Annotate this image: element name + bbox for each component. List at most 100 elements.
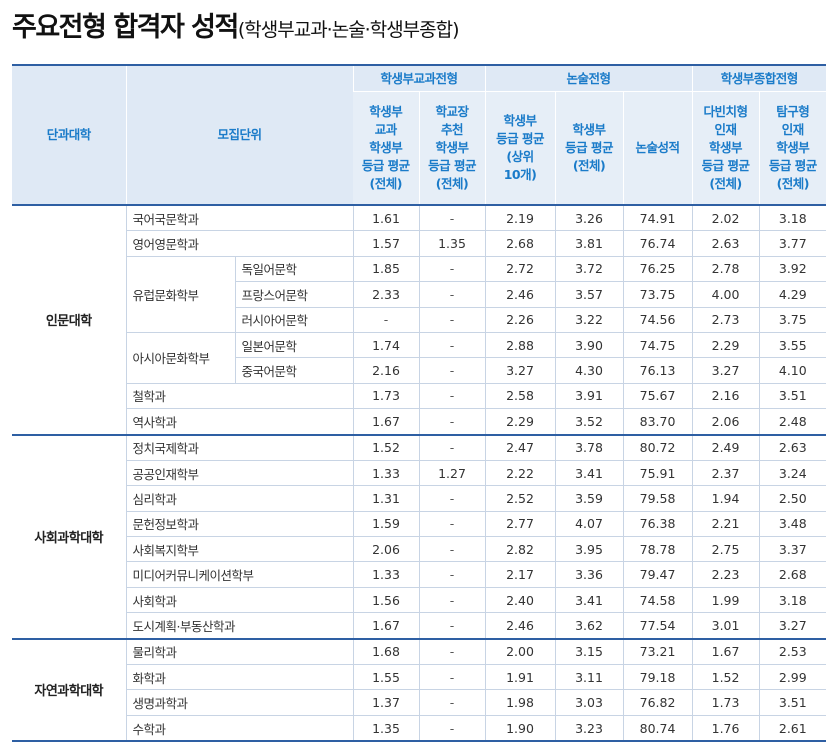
cell-tamgu-grade: 3.77 — [758, 230, 826, 257]
header-group-nonsul: 논술전형 — [484, 65, 693, 92]
cell-nonsul-all: 3.03 — [554, 689, 624, 716]
cell-nonsul-top10: 1.90 — [484, 715, 556, 742]
cell-nonsul-all: 3.91 — [554, 383, 624, 410]
table-row: 심리학과 1.31-2.52 3.59 79.58 1.94 2.50 — [12, 485, 826, 512]
cell-nonsul-all: 3.41 — [554, 587, 624, 614]
cell-gyogwa-grade: 1.52 — [352, 434, 420, 461]
cell-tamgu-grade: 2.48 — [758, 408, 826, 436]
unit-name: 미디어커뮤니케이션학부 — [125, 561, 354, 588]
header-line: 등급 평균 — [428, 158, 476, 173]
cell-nonsul-all: 3.59 — [554, 485, 624, 512]
cell-nonsul-top10: 3.27 — [484, 357, 556, 384]
cell-principal-grade: - — [418, 715, 486, 742]
cell-nonsul-all: 3.52 — [554, 408, 624, 436]
cell-nonsul-top10: 2.19 — [484, 205, 556, 232]
unit-name: 물리학과 — [125, 638, 354, 666]
cell-principal-grade: - — [418, 664, 486, 691]
cell-tamgu-grade: 4.29 — [758, 281, 826, 308]
cell-nonsul-top10: 2.46 — [484, 612, 556, 640]
cell-nonsul-score: 75.67 — [622, 383, 693, 410]
table-row: 사회복지학부 2.06-2.82 3.95 78.78 2.75 3.37 — [12, 536, 826, 563]
cell-davinci-grade: 2.06 — [691, 408, 760, 436]
cell-gyogwa-grade: 1.31 — [352, 485, 420, 512]
unit-name: 수학과 — [125, 715, 354, 742]
cell-nonsul-top10: 2.46 — [484, 281, 556, 308]
table-row: 중국어문학 2.16-3.27 4.30 76.13 3.27 4.10 — [12, 357, 826, 384]
header-line: 추천 — [441, 122, 464, 137]
cell-principal-grade: - — [418, 536, 486, 563]
header-group-jonghap: 학생부종합전형 — [691, 65, 826, 92]
cell-nonsul-top10: 2.68 — [484, 230, 556, 257]
college-name: 사회과학대학 — [12, 434, 126, 640]
cell-davinci-grade: 2.75 — [691, 536, 760, 563]
cell-gyogwa-grade: 2.06 — [352, 536, 420, 563]
cell-tamgu-grade: 2.68 — [758, 561, 826, 588]
cell-davinci-grade: 1.94 — [691, 485, 760, 512]
cell-nonsul-all: 3.95 — [554, 536, 624, 563]
header-line: 등급 평균 — [565, 140, 613, 155]
sub-unit-name: 프랑스어문학 — [234, 281, 354, 308]
table-row: 도시계획·부동산학과 1.67-2.46 3.62 77.54 3.01 3.27 — [12, 612, 826, 640]
header-line: 탐구형 — [776, 104, 810, 119]
cell-nonsul-all: 3.57 — [554, 281, 624, 308]
header-line: (전체) — [435, 176, 469, 191]
sub-unit-name: 독일어문학 — [234, 256, 354, 283]
unit-name: 사회학과 — [125, 587, 354, 614]
cell-gyogwa-grade: 1.73 — [352, 383, 420, 410]
cell-davinci-grade: 1.73 — [691, 689, 760, 716]
cell-gyogwa-grade: 2.16 — [352, 357, 420, 384]
table-row: 문헌정보학과 1.59-2.77 4.07 76.38 2.21 3.48 — [12, 511, 826, 538]
table-row: 생명과학과 1.37-1.98 3.03 76.82 1.73 3.51 — [12, 689, 826, 716]
header-line: (전체) — [776, 176, 810, 191]
header-line: 등급 평균 — [768, 158, 817, 173]
cell-davinci-grade: 2.21 — [691, 511, 760, 538]
cell-nonsul-all: 3.81 — [554, 230, 624, 257]
header-col-nonsul-score: 논술성적 — [622, 91, 693, 205]
title-main: 주요전형 합격자 성적 — [12, 12, 239, 43]
table-row: 프랑스어문학 2.33-2.46 3.57 73.75 4.00 4.29 — [12, 281, 826, 308]
unit-name: 생명과학과 — [125, 689, 354, 716]
cell-principal-grade: - — [418, 434, 486, 461]
cell-davinci-grade: 1.52 — [691, 664, 760, 691]
cell-tamgu-grade: 3.24 — [758, 460, 826, 487]
cell-principal-grade: - — [418, 256, 486, 283]
cell-tamgu-grade: 4.10 — [758, 357, 826, 384]
cell-davinci-grade: 2.37 — [691, 460, 760, 487]
cell-tamgu-grade: 2.63 — [758, 434, 826, 461]
header-line: 논술성적 — [635, 140, 681, 155]
cell-nonsul-top10: 2.47 — [484, 434, 556, 461]
header-line: 교과 — [374, 122, 398, 137]
cell-principal-grade: - — [418, 332, 486, 359]
header-line: 인재 — [714, 122, 738, 137]
cell-nonsul-score: 76.25 — [622, 256, 693, 283]
cell-davinci-grade: 3.27 — [691, 357, 760, 384]
cell-principal-grade: - — [418, 638, 486, 666]
sub-unit-name: 러시아어문학 — [234, 307, 354, 333]
cell-nonsul-all: 3.78 — [554, 434, 624, 461]
cell-nonsul-top10: 2.88 — [484, 332, 556, 359]
header-line: 학생부 — [709, 140, 743, 155]
header-line: (전체) — [709, 176, 742, 191]
header-line: 인재 — [781, 122, 805, 137]
cell-nonsul-score: 79.58 — [622, 485, 693, 512]
header-line: 학생부 — [503, 113, 538, 128]
cell-tamgu-grade: 2.50 — [758, 485, 826, 512]
cell-gyogwa-grade: 1.57 — [352, 230, 420, 257]
unit-name: 문헌정보학과 — [125, 511, 354, 538]
table-body: 인문대학 국어국문학과 1.61-2.19 3.26 74.91 2.02 3.18 영어영문… — [12, 205, 826, 742]
table-row: 아시아문화학부 일본어문학 1.74-2.88 3.90 74.75 2.29 3.55 — [12, 332, 826, 384]
cell-davinci-grade: 2.73 — [691, 307, 760, 333]
unit-name: 아시아문화학부 — [125, 332, 235, 384]
cell-tamgu-grade: 3.75 — [758, 307, 826, 333]
cell-nonsul-score: 83.70 — [622, 408, 693, 436]
cell-principal-grade: - — [418, 383, 486, 410]
header-col-nonsul-all: 학생부 등급 평균 (전체) — [554, 91, 624, 205]
table-row: 화학과 1.55-1.91 3.11 79.18 1.52 2.99 — [12, 664, 826, 691]
header-line: 등급 평균 — [701, 158, 750, 173]
cell-principal-grade: - — [418, 307, 486, 333]
header-line: 학생부 — [776, 140, 810, 155]
cell-tamgu-grade: 3.18 — [758, 205, 826, 232]
table-row: 미디어커뮤니케이션학부 1.33-2.17 3.36 79.47 2.23 2.68 — [12, 561, 826, 588]
